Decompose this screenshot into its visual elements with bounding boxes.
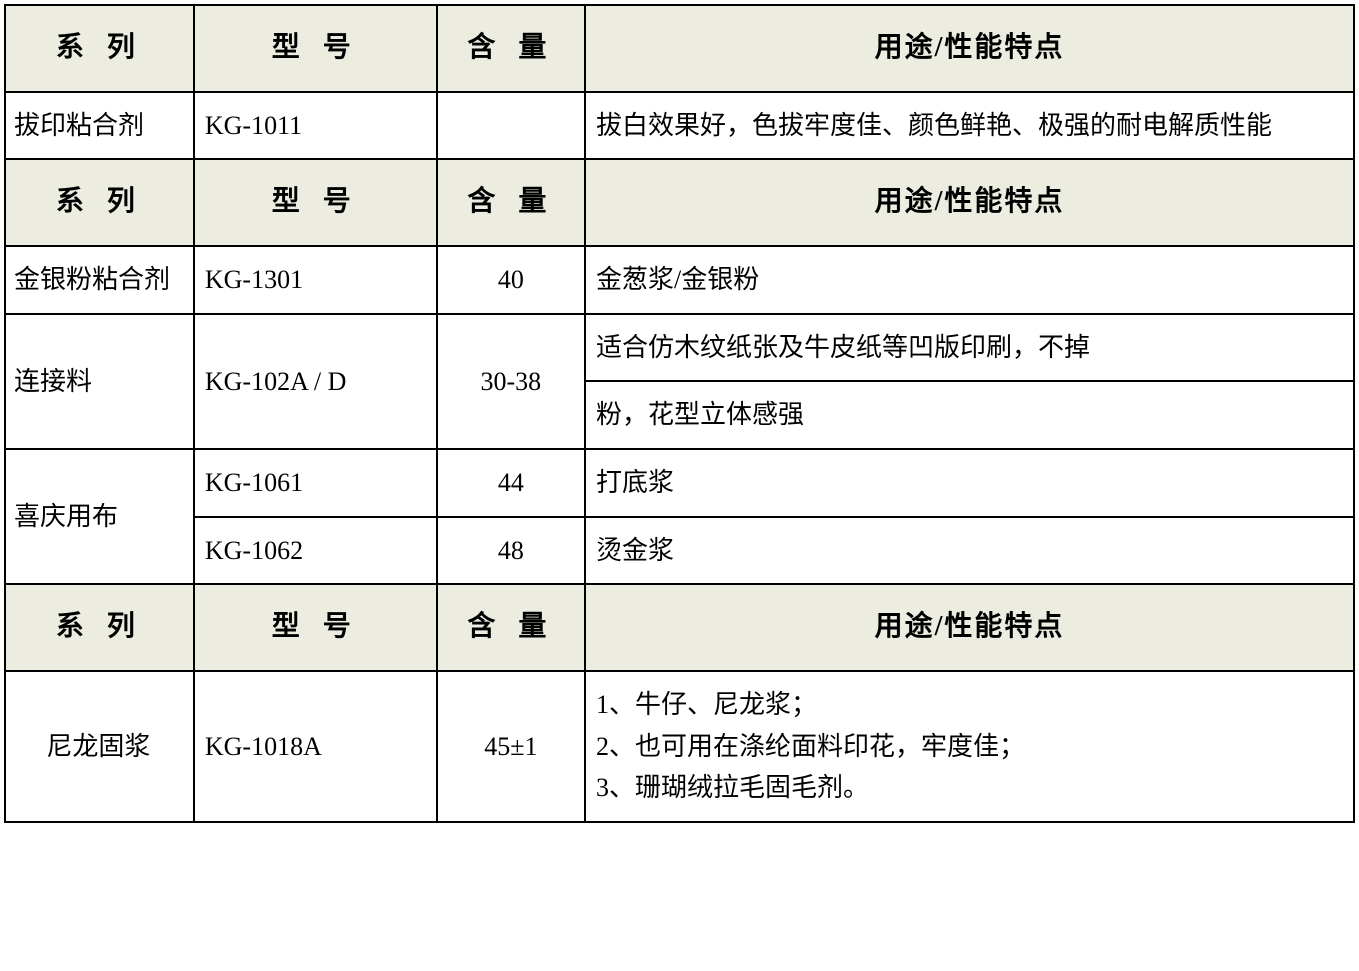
table-row: 金银粉粘合剂 KG-1301 40 金葱浆/金银粉 xyxy=(5,246,1354,314)
cell-content: 44 xyxy=(437,449,585,517)
cell-usage: 1、牛仔、尼龙浆； 2、也可用在涤纶面料印花，牢度佳； 3、珊瑚绒拉毛固毛剂。 xyxy=(585,671,1354,822)
cell-usage-line1: 适合仿木纹纸张及牛皮纸等凹版印刷，不掉 xyxy=(585,314,1354,382)
cell-model: KG-1062 xyxy=(194,517,437,585)
table-row: KG-1062 48 烫金浆 xyxy=(5,517,1354,585)
cell-content: 40 xyxy=(437,246,585,314)
table-row: 连接料 KG-102A / D 30-38 适合仿木纹纸张及牛皮纸等凹版印刷，不… xyxy=(5,314,1354,382)
usage-line: 2、也可用在涤纶面料印花，牢度佳； xyxy=(596,726,1343,768)
cell-content: 45±1 xyxy=(437,671,585,822)
cell-model: KG-1018A xyxy=(194,671,437,822)
header-model: 型 号 xyxy=(194,5,437,92)
header-series: 系 列 xyxy=(5,159,194,246)
header-content: 含 量 xyxy=(437,159,585,246)
cell-series: 拔印粘合剂 xyxy=(5,92,194,160)
table-header-row: 系 列 型 号 含 量 用途/性能特点 xyxy=(5,5,1354,92)
header-usage: 用途/性能特点 xyxy=(585,159,1354,246)
header-usage: 用途/性能特点 xyxy=(585,5,1354,92)
cell-series: 尼龙固浆 xyxy=(5,671,194,822)
cell-model: KG-1011 xyxy=(194,92,437,160)
cell-content: 48 xyxy=(437,517,585,585)
table-row: 尼龙固浆 KG-1018A 45±1 1、牛仔、尼龙浆； 2、也可用在涤纶面料印… xyxy=(5,671,1354,822)
cell-model: KG-1301 xyxy=(194,246,437,314)
cell-usage-line2: 粉，花型立体感强 xyxy=(585,381,1354,449)
header-model: 型 号 xyxy=(194,584,437,671)
cell-series: 金银粉粘合剂 xyxy=(5,246,194,314)
usage-line: 1、牛仔、尼龙浆； xyxy=(596,684,1343,726)
cell-model: KG-102A / D xyxy=(194,314,437,449)
header-usage: 用途/性能特点 xyxy=(585,584,1354,671)
cell-series: 连接料 xyxy=(5,314,194,449)
cell-content xyxy=(437,92,585,160)
header-series: 系 列 xyxy=(5,5,194,92)
table-row: 拔印粘合剂 KG-1011 拔白效果好，色拔牢度佳、颜色鲜艳、极强的耐电解质性能 xyxy=(5,92,1354,160)
cell-content: 30-38 xyxy=(437,314,585,449)
header-series: 系 列 xyxy=(5,584,194,671)
cell-usage: 金葱浆/金银粉 xyxy=(585,246,1354,314)
cell-model: KG-1061 xyxy=(194,449,437,517)
header-content: 含 量 xyxy=(437,5,585,92)
cell-usage: 烫金浆 xyxy=(585,517,1354,585)
table-header-row: 系 列 型 号 含 量 用途/性能特点 xyxy=(5,159,1354,246)
header-content: 含 量 xyxy=(437,584,585,671)
header-model: 型 号 xyxy=(194,159,437,246)
table-header-row: 系 列 型 号 含 量 用途/性能特点 xyxy=(5,584,1354,671)
product-spec-table: 系 列 型 号 含 量 用途/性能特点 拔印粘合剂 KG-1011 拔白效果好，… xyxy=(4,4,1355,823)
table-row: 喜庆用布 KG-1061 44 打底浆 xyxy=(5,449,1354,517)
cell-usage: 打底浆 xyxy=(585,449,1354,517)
cell-usage: 拔白效果好，色拔牢度佳、颜色鲜艳、极强的耐电解质性能 xyxy=(585,92,1354,160)
cell-series: 喜庆用布 xyxy=(5,449,194,584)
usage-line: 3、珊瑚绒拉毛固毛剂。 xyxy=(596,767,1343,809)
